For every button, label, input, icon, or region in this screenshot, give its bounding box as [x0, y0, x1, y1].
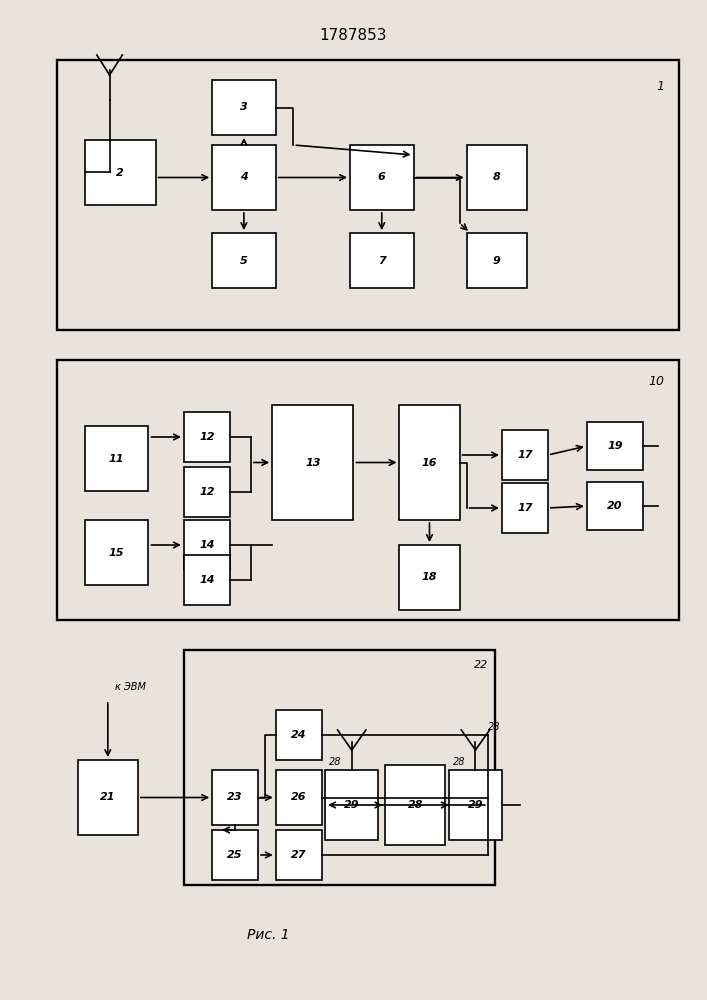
FancyBboxPatch shape — [502, 430, 548, 480]
Text: 17: 17 — [518, 503, 532, 513]
FancyBboxPatch shape — [184, 467, 230, 517]
Text: 8: 8 — [493, 172, 501, 182]
FancyBboxPatch shape — [212, 770, 258, 825]
Text: 2: 2 — [117, 167, 124, 178]
FancyBboxPatch shape — [276, 770, 322, 825]
FancyBboxPatch shape — [78, 760, 138, 835]
Text: 23: 23 — [228, 792, 243, 802]
FancyBboxPatch shape — [85, 426, 148, 491]
Text: 15: 15 — [109, 548, 124, 558]
FancyBboxPatch shape — [212, 145, 276, 210]
Text: 14: 14 — [199, 575, 214, 585]
FancyBboxPatch shape — [350, 145, 414, 210]
FancyBboxPatch shape — [449, 770, 502, 840]
Text: 28: 28 — [452, 757, 465, 767]
FancyBboxPatch shape — [587, 482, 643, 530]
FancyBboxPatch shape — [325, 770, 378, 840]
Text: 28: 28 — [408, 800, 423, 810]
Text: 19: 19 — [607, 441, 623, 451]
Text: 17: 17 — [518, 450, 532, 460]
Text: 1787853: 1787853 — [320, 27, 387, 42]
FancyBboxPatch shape — [467, 145, 527, 210]
Text: 18: 18 — [422, 572, 437, 582]
FancyBboxPatch shape — [85, 140, 156, 205]
Text: Рис. 1: Рис. 1 — [247, 928, 290, 942]
Text: к ЭВМ: к ЭВМ — [115, 682, 146, 692]
Text: 10: 10 — [648, 375, 665, 388]
FancyBboxPatch shape — [212, 80, 276, 135]
FancyBboxPatch shape — [184, 412, 230, 462]
FancyBboxPatch shape — [85, 520, 148, 585]
Text: 26: 26 — [291, 792, 306, 802]
FancyBboxPatch shape — [272, 405, 354, 520]
FancyBboxPatch shape — [276, 710, 322, 760]
Text: 28: 28 — [488, 722, 501, 732]
Text: 29: 29 — [344, 800, 359, 810]
Text: 11: 11 — [109, 454, 124, 464]
FancyBboxPatch shape — [350, 233, 414, 288]
Text: 5: 5 — [240, 256, 247, 266]
FancyBboxPatch shape — [276, 830, 322, 880]
FancyBboxPatch shape — [399, 545, 460, 610]
Text: 21: 21 — [100, 792, 115, 802]
Text: 1: 1 — [657, 80, 665, 93]
Text: 12: 12 — [199, 432, 214, 442]
FancyBboxPatch shape — [587, 422, 643, 470]
Text: 29: 29 — [468, 800, 483, 810]
Text: 3: 3 — [240, 103, 247, 112]
Text: 28: 28 — [329, 757, 341, 767]
Text: 25: 25 — [228, 850, 243, 860]
Text: 24: 24 — [291, 730, 306, 740]
Text: 6: 6 — [378, 172, 385, 182]
FancyBboxPatch shape — [385, 765, 445, 845]
Text: 27: 27 — [291, 850, 306, 860]
Text: 16: 16 — [422, 458, 437, 468]
Text: 13: 13 — [305, 458, 320, 468]
FancyBboxPatch shape — [212, 830, 258, 880]
Text: 9: 9 — [493, 256, 501, 266]
Text: 4: 4 — [240, 172, 247, 182]
Text: 20: 20 — [607, 501, 623, 511]
FancyBboxPatch shape — [502, 483, 548, 533]
Text: 14: 14 — [199, 540, 214, 550]
FancyBboxPatch shape — [184, 520, 230, 570]
Text: 12: 12 — [199, 487, 214, 497]
FancyBboxPatch shape — [467, 233, 527, 288]
FancyBboxPatch shape — [212, 233, 276, 288]
FancyBboxPatch shape — [184, 555, 230, 605]
FancyBboxPatch shape — [399, 405, 460, 520]
Text: 7: 7 — [378, 256, 385, 266]
Text: 22: 22 — [474, 660, 488, 670]
